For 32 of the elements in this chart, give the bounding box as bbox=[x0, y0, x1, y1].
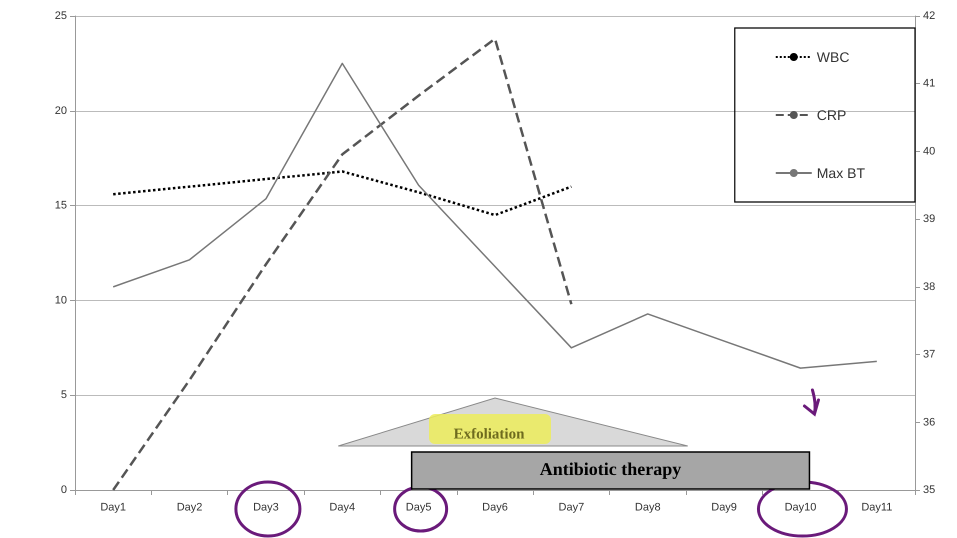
y2-tick-label: 42 bbox=[923, 10, 936, 22]
y-tick-label: 15 bbox=[54, 200, 67, 212]
line-series bbox=[112, 62, 878, 369]
x-tick-label: Day1 bbox=[100, 502, 126, 514]
annotation: Exfoliation bbox=[454, 426, 526, 442]
x-tick-label: Day9 bbox=[711, 502, 737, 514]
legend-label: CRP bbox=[816, 107, 846, 123]
y2-tick-label: 36 bbox=[923, 416, 936, 428]
line-series bbox=[112, 170, 573, 216]
legend-label: Max BT bbox=[816, 165, 866, 181]
y2-tick-label: 39 bbox=[923, 213, 936, 226]
x-tick-label: Day6 bbox=[482, 502, 508, 514]
x-tick-label: Day2 bbox=[176, 502, 202, 514]
x-tick-label: Day8 bbox=[634, 502, 661, 514]
x-tick-label: Day4 bbox=[329, 502, 356, 514]
x-tick-label: Day7 bbox=[558, 502, 584, 514]
legend-label: WBC bbox=[816, 49, 850, 65]
y2-tick-label: 40 bbox=[923, 145, 936, 158]
y-tick-label: 20 bbox=[54, 104, 67, 117]
y-tick-label: 10 bbox=[54, 294, 67, 306]
y2-tick-label: 37 bbox=[923, 348, 936, 361]
x-tick-label: Day10 bbox=[784, 502, 816, 514]
y-tick-label: 5 bbox=[60, 389, 67, 402]
y-tick-label: 25 bbox=[54, 10, 67, 22]
x-tick-label: Day5 bbox=[406, 502, 432, 514]
y-tick-label: 0 bbox=[60, 484, 67, 496]
x-tick-label: Day11 bbox=[861, 502, 892, 514]
y2-tick-label: 38 bbox=[923, 280, 936, 293]
annotation: Antibiotic therapy bbox=[540, 459, 682, 480]
x-tick-label: Day3 bbox=[253, 502, 279, 514]
y2-tick-label: 35 bbox=[923, 484, 936, 496]
y2-tick-label: 41 bbox=[923, 78, 936, 90]
